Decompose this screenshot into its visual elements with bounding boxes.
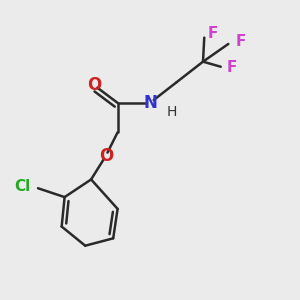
Text: F: F [207, 26, 218, 41]
Text: F: F [236, 34, 246, 49]
Text: O: O [87, 76, 101, 94]
Text: O: O [99, 147, 113, 165]
Text: H: H [166, 105, 177, 119]
Text: N: N [143, 94, 157, 112]
Text: Cl: Cl [14, 179, 31, 194]
Text: F: F [226, 60, 237, 75]
